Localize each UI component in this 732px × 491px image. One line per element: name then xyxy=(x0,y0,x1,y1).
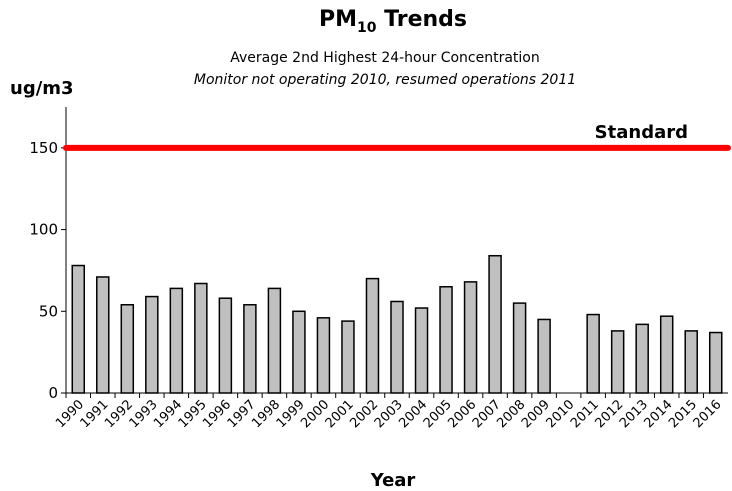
bar xyxy=(365,277,380,394)
bar xyxy=(708,331,723,394)
bar xyxy=(512,302,527,394)
bar xyxy=(243,303,257,394)
y-tick-label: 50 xyxy=(39,302,58,320)
bar xyxy=(635,323,649,394)
chart-title: PM xyxy=(319,7,357,32)
bar xyxy=(659,315,674,394)
bar xyxy=(96,276,110,394)
standard-label: Standard xyxy=(595,122,688,143)
bar xyxy=(316,317,331,394)
bar xyxy=(145,295,159,394)
bar xyxy=(71,264,86,394)
y-tick-label: 0 xyxy=(48,384,58,402)
bar xyxy=(341,320,355,394)
bar xyxy=(586,313,600,394)
bar xyxy=(218,297,233,394)
y-tick-label: 100 xyxy=(29,221,58,239)
x-axis-label: Year xyxy=(370,470,416,491)
x-tick-label: 2016 xyxy=(691,397,725,431)
bar xyxy=(194,282,208,394)
bar xyxy=(120,303,135,394)
chart-title-suffix xyxy=(376,7,384,32)
y-axis-label: ug/m3 xyxy=(10,78,74,99)
bar xyxy=(439,286,453,394)
bar xyxy=(169,287,184,394)
bar xyxy=(414,307,429,394)
subtitle: Average 2nd Highest 24-hour Concentratio… xyxy=(230,50,540,66)
chart-title-suffix: Trends xyxy=(384,7,467,32)
bar xyxy=(684,330,698,394)
chart-title-subscript: 10 xyxy=(357,20,377,36)
chart-title: PM10 Trends xyxy=(319,7,467,36)
y-tick-label: 150 xyxy=(29,139,58,157)
bar xyxy=(267,287,282,394)
annotation: Monitor not operating 2010, resumed oper… xyxy=(194,72,576,88)
bar xyxy=(463,281,478,394)
bar xyxy=(488,254,502,394)
bar xyxy=(390,300,404,394)
bar xyxy=(292,310,306,394)
bar xyxy=(610,330,625,394)
bar xyxy=(537,318,551,394)
